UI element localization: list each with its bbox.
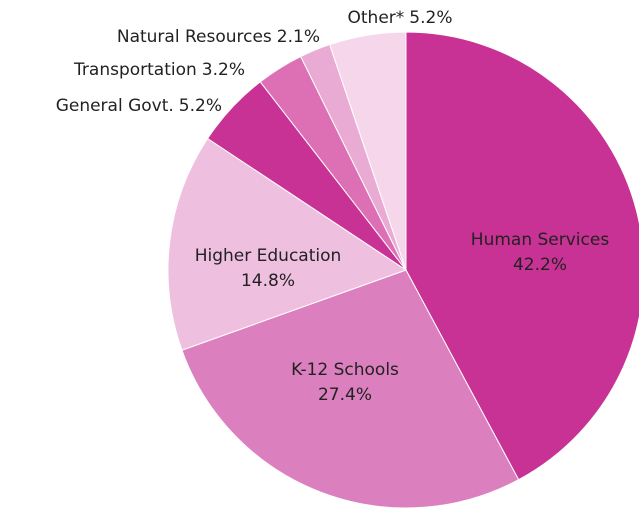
slice-label: Human Services — [471, 230, 610, 250]
slice-label: Other* — [348, 8, 405, 28]
value-label: 27.4% — [318, 385, 372, 405]
value-label: 2.1% — [277, 27, 320, 47]
slice-label-group: Transportation 3.2% — [73, 60, 245, 80]
slice-label: General Govt. — [56, 96, 174, 116]
value-label: 14.8% — [241, 271, 295, 291]
slice-label: Higher Education — [195, 246, 342, 266]
slice-label: Transportation — [73, 60, 197, 80]
pie-slice — [181, 269, 520, 509]
pie-slice — [329, 31, 407, 271]
slice-label: K-12 Schools — [291, 360, 399, 380]
slice-label-group: General Govt. 5.2% — [56, 96, 222, 116]
slice-label: Natural Resources — [117, 27, 272, 47]
pie-slice — [167, 137, 408, 351]
pie-slice — [405, 31, 639, 481]
value-label: 5.2% — [179, 96, 222, 116]
value-label: 5.2% — [409, 8, 452, 28]
value-label: 3.2% — [202, 60, 245, 80]
value-label: 42.2% — [513, 255, 567, 275]
slice-label-group: Other* 5.2% — [348, 8, 453, 28]
slice-label-group: Natural Resources 2.1% — [117, 27, 320, 47]
